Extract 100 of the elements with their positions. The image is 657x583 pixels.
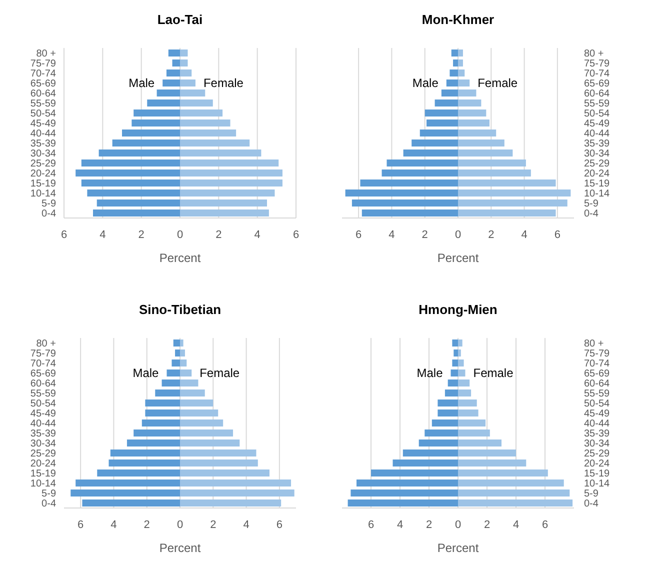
bar bbox=[458, 410, 478, 416]
bar bbox=[458, 80, 470, 86]
chart-title: Sino-Tibetian bbox=[138, 302, 222, 317]
bar bbox=[458, 210, 556, 216]
bar bbox=[424, 110, 458, 116]
y-tick-label: 20-24 bbox=[30, 168, 56, 180]
bar bbox=[458, 450, 516, 456]
x-tick-label: 6 bbox=[356, 229, 362, 241]
bar bbox=[348, 500, 458, 506]
bar bbox=[97, 470, 180, 476]
bar bbox=[180, 50, 188, 56]
x-tick-label: 2 bbox=[210, 519, 216, 531]
y-tick-label: 65-69 bbox=[30, 78, 56, 90]
y-tick-label: 75-79 bbox=[30, 58, 56, 70]
x-tick-label: 0 bbox=[176, 229, 184, 241]
y-tick-label: 0-4 bbox=[584, 208, 599, 220]
bar bbox=[180, 390, 205, 396]
bar bbox=[162, 380, 180, 386]
y-tick-label: 5-9 bbox=[42, 488, 56, 500]
bar bbox=[180, 200, 267, 206]
bar bbox=[82, 500, 180, 506]
x-tick-label: 6 bbox=[60, 229, 68, 241]
y-tick-label: 45-49 bbox=[30, 408, 56, 420]
bar bbox=[145, 400, 180, 406]
y-tick-label: 0-4 bbox=[42, 208, 56, 220]
x-tick-label: 2 bbox=[422, 229, 428, 241]
bar bbox=[126, 440, 180, 446]
y-tick-label: 55-59 bbox=[584, 388, 610, 400]
x-tick-label: 4 bbox=[396, 519, 404, 531]
y-tick-label: 5-9 bbox=[42, 198, 56, 210]
x-tick-label: 2 bbox=[216, 229, 222, 241]
y-tick-label: 35-39 bbox=[30, 138, 56, 150]
bar bbox=[180, 160, 279, 166]
series-label: Female bbox=[200, 366, 240, 380]
x-tick-label: 6 bbox=[292, 229, 300, 241]
y-tick-label: 65-69 bbox=[584, 368, 610, 380]
series-label: Male bbox=[128, 76, 155, 90]
bar bbox=[450, 370, 458, 376]
y-tick-label: 55-59 bbox=[584, 98, 610, 110]
x-tick-label: 4 bbox=[521, 229, 528, 241]
x-tick-label: 0 bbox=[176, 519, 184, 531]
bar bbox=[180, 460, 258, 466]
bar bbox=[458, 460, 526, 466]
series-label: Female bbox=[473, 366, 514, 380]
bar bbox=[352, 200, 458, 206]
bar bbox=[180, 420, 224, 426]
bar bbox=[180, 170, 282, 176]
y-tick-label: 65-69 bbox=[584, 78, 610, 90]
y-tick-label: 55-59 bbox=[30, 388, 56, 400]
x-tick-label: 4 bbox=[254, 229, 260, 241]
series-label: Male bbox=[132, 366, 160, 380]
bar bbox=[424, 430, 458, 436]
bar bbox=[458, 70, 465, 76]
bar bbox=[412, 140, 458, 146]
x-tick-label: 4 bbox=[100, 229, 106, 241]
bar bbox=[76, 480, 180, 486]
x-tick-label: 0 bbox=[454, 519, 462, 531]
bar bbox=[458, 180, 556, 186]
bar bbox=[441, 90, 458, 96]
bar bbox=[147, 100, 180, 106]
y-tick-label: 45-49 bbox=[584, 118, 610, 130]
x-axis-title: Percent bbox=[159, 541, 202, 555]
y-tick-label: 35-39 bbox=[584, 138, 610, 150]
bar bbox=[403, 150, 458, 156]
y-tick-label: 50-54 bbox=[30, 398, 56, 410]
y-tick-label: 25-29 bbox=[584, 158, 610, 170]
series-label: Male bbox=[412, 76, 439, 90]
bar bbox=[438, 400, 458, 406]
bar bbox=[360, 180, 458, 186]
y-tick-label: 70-74 bbox=[584, 68, 610, 80]
bar bbox=[458, 190, 571, 196]
bar bbox=[458, 160, 526, 166]
y-tick-label: 30-34 bbox=[584, 438, 610, 450]
bar bbox=[458, 430, 490, 436]
bar bbox=[458, 360, 464, 366]
y-tick-label: 15-19 bbox=[30, 178, 56, 190]
bar bbox=[166, 70, 180, 76]
bar bbox=[458, 100, 482, 106]
y-tick-label: 25-29 bbox=[584, 448, 610, 460]
bar bbox=[180, 340, 184, 346]
y-tick-label: 10-14 bbox=[584, 188, 610, 200]
bar bbox=[426, 120, 458, 126]
bar bbox=[180, 360, 187, 366]
y-tick-label: 75-79 bbox=[584, 348, 610, 360]
bar bbox=[81, 160, 180, 166]
bar bbox=[453, 60, 458, 66]
bar bbox=[180, 60, 188, 66]
bar bbox=[134, 430, 180, 436]
y-tick-label: 50-54 bbox=[584, 108, 610, 120]
bar bbox=[371, 470, 458, 476]
bar bbox=[180, 90, 206, 96]
y-tick-label: 60-64 bbox=[584, 378, 610, 390]
chart-title: Lao-Tai bbox=[157, 12, 203, 27]
bar bbox=[458, 480, 564, 486]
x-tick-label: 6 bbox=[368, 519, 374, 531]
y-tick-label: 80 + bbox=[584, 338, 604, 350]
y-tick-label: 75-79 bbox=[30, 348, 56, 360]
bar bbox=[450, 70, 458, 76]
bar bbox=[458, 50, 463, 56]
bar bbox=[173, 340, 180, 346]
